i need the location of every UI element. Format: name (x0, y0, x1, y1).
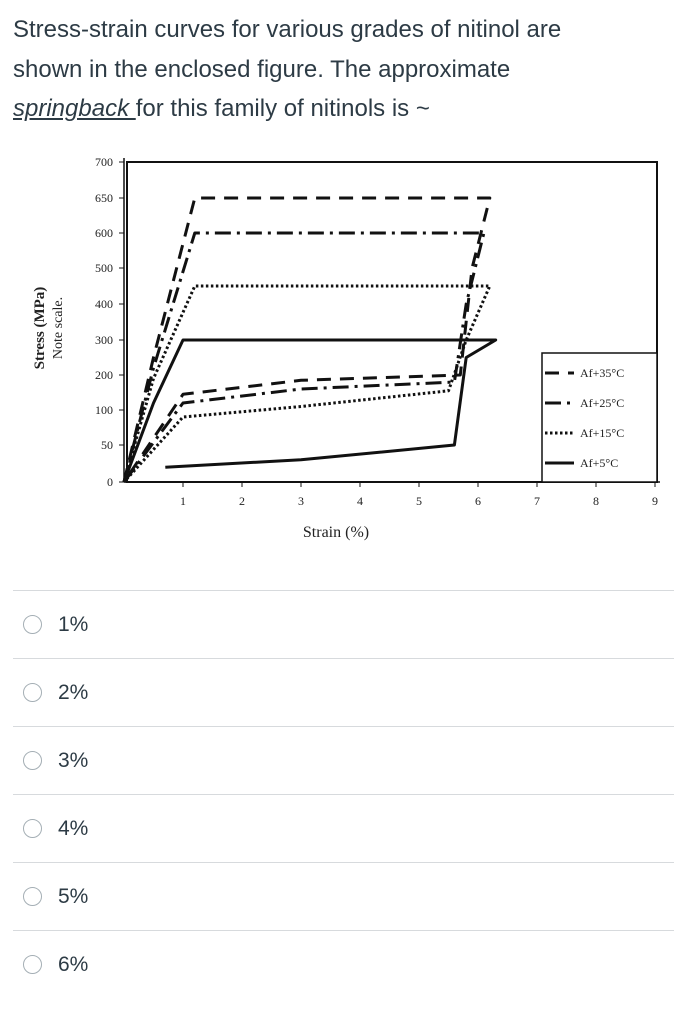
answer-label: 2% (58, 680, 89, 704)
y-tick-label: 100 (95, 403, 113, 417)
plot-frame (126, 161, 658, 483)
legend-label: Af+25°C (580, 396, 624, 410)
answer-option-6[interactable]: 6% (13, 930, 674, 998)
x-tick-label: 2 (239, 494, 245, 508)
x-tick-label: 3 (298, 494, 304, 508)
x-tick-label: 8 (593, 494, 599, 508)
y-axis-note: Note scale. (51, 297, 66, 359)
question-text: Stress-strain curves for various grades … (13, 10, 663, 129)
x-tick-label: 5 (416, 494, 422, 508)
question-line-3-rest: for this family of nitinols is ~ (135, 95, 430, 122)
y-tick-label: 50 (101, 438, 113, 452)
y-tick-label: 700 (95, 155, 113, 169)
y-tick-label: 200 (95, 368, 113, 382)
x-axis-label: Strain (%) (303, 524, 369, 541)
y-tick-label: 0 (107, 475, 113, 489)
legend-label: Af+5°C (580, 456, 618, 470)
curve-group (122, 196, 498, 484)
answer-option-5[interactable]: 5% (13, 862, 674, 930)
question-line-3: springback for this family of nitinols i… (13, 89, 663, 129)
y-tick-label: 600 (95, 226, 113, 240)
answer-option-1[interactable]: 1% (13, 590, 674, 658)
y-tick-label: 500 (95, 261, 113, 275)
question-line-2: shown in the enclosed figure. The approx… (13, 55, 511, 83)
x-tick-label: 9 (652, 494, 658, 508)
legend: Af+35°C Af+25°C Af+15°C Af+5°C (545, 366, 624, 470)
x-tick-label: 6 (475, 494, 481, 508)
answer-label: 1% (58, 612, 89, 636)
y-tick-label: 300 (95, 333, 113, 347)
x-tick-label: 1 (180, 494, 186, 508)
radio-button[interactable] (23, 751, 42, 770)
curve-series-2 (122, 231, 486, 483)
answer-option-2[interactable]: 2% (13, 658, 674, 726)
answer-label: 6% (58, 952, 89, 976)
answer-label: 4% (58, 816, 89, 840)
x-tick-label: 4 (357, 494, 363, 508)
answer-label: 3% (58, 748, 89, 772)
x-tick-group: 1 2 3 4 5 6 7 8 9 (180, 482, 658, 508)
curve-series-3 (122, 284, 492, 484)
legend-label: Af+35°C (580, 366, 624, 380)
question-line-1: Stress-strain curves for various grades … (13, 16, 562, 43)
radio-button[interactable] (23, 955, 42, 974)
legend-box (541, 352, 658, 483)
radio-button[interactable] (23, 819, 42, 838)
legend-label: Af+15°C (580, 426, 624, 440)
radio-button[interactable] (23, 887, 42, 906)
x-tick-label: 7 (534, 494, 540, 508)
y-axis-label: Stress (MPa) (32, 287, 48, 370)
radio-button[interactable] (23, 615, 42, 634)
answer-option-4[interactable]: 4% (13, 794, 674, 862)
answer-list: 1% 2% 3% 4% 5% 6% (13, 590, 674, 998)
curve-series-4 (122, 338, 498, 483)
y-tick-label: 650 (95, 191, 113, 205)
radio-button[interactable] (23, 683, 42, 702)
answer-option-3[interactable]: 3% (13, 726, 674, 794)
answer-label: 5% (58, 884, 89, 908)
stress-strain-chart: Stress (MPa) Note scale. Strain (%) 700 6… (32, 155, 660, 541)
y-tick-label: 400 (95, 297, 113, 311)
springback-term: springback (13, 95, 136, 122)
